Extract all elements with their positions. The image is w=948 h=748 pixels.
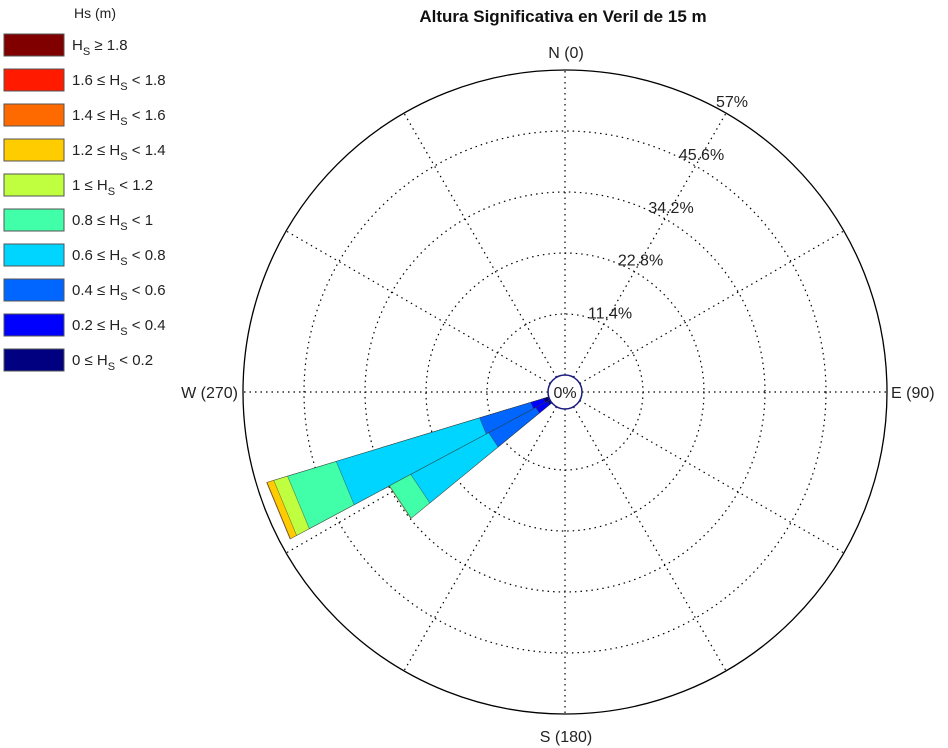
ring-label: 22.8% [618,253,663,270]
legend-label: 1 ≤ HS < 1.2 [72,177,153,198]
legend-label: 1.4 ≤ HS < 1.6 [72,107,166,128]
outer-ring [242,69,888,715]
polar-grid [242,69,888,715]
direction-label-south: S (180) [540,729,592,746]
legend-title: Hs (m) [74,5,116,21]
legend-swatch [3,33,65,57]
legend-swatch [3,173,65,197]
legend-swatch [3,243,65,267]
ring-labels: 11.4% 22.8% 34.2% 45.6% 57% [588,94,748,322]
direction-label-north: N (0) [548,45,584,62]
grid-spoke [572,112,727,378]
legend-label: 0.4 ≤ HS < 0.6 [72,282,166,303]
direction-label-west: W (270) [181,385,238,402]
legend-label: 0.6 ≤ HS < 0.8 [72,247,166,268]
ring-label: 57% [716,94,748,111]
center: 0% [547,374,583,410]
legend-label: 0.8 ≤ HS < 1 [72,212,153,233]
legend-label: 0.2 ≤ HS < 0.4 [72,317,166,338]
legend-swatch [3,68,65,92]
legend-label: 1.2 ≤ HS < 1.4 [72,142,166,163]
legend-label: 1.6 ≤ HS < 1.8 [72,72,166,93]
ring-label: 11.4% [588,305,632,322]
legend-swatch [3,348,65,372]
grid-spoke [285,230,551,385]
grid-ring [303,130,827,654]
center-circle [547,374,583,410]
grid-spoke [579,230,845,385]
ring-label: 45.6% [679,147,724,164]
sector-247.5 [266,391,566,540]
sectors [266,391,566,540]
direction-label-east: E (90) [891,385,935,402]
grid-spoke [403,406,558,672]
legend-swatch [3,313,65,337]
legend-swatch [3,208,65,232]
legend: Hs (m) HS ≥ 1.8 1.6 ≤ HS < 1.8 1.4 ≤ HS < … [3,5,166,373]
legend-swatch [3,103,65,127]
legend-swatch [3,278,65,302]
center-label: 0% [553,385,576,402]
sector-236.25 [388,391,566,519]
grid-spoke [579,399,845,554]
legend-label: 0 ≤ HS < 0.2 [72,352,153,373]
legend-swatch [3,138,65,162]
grid-spoke [403,112,558,378]
grid-spoke [572,406,727,672]
ring-label: 34.2% [648,200,693,217]
legend-label: HS ≥ 1.8 [72,37,128,58]
chart-title: Altura Significativa en Veril de 15 m [419,7,706,26]
